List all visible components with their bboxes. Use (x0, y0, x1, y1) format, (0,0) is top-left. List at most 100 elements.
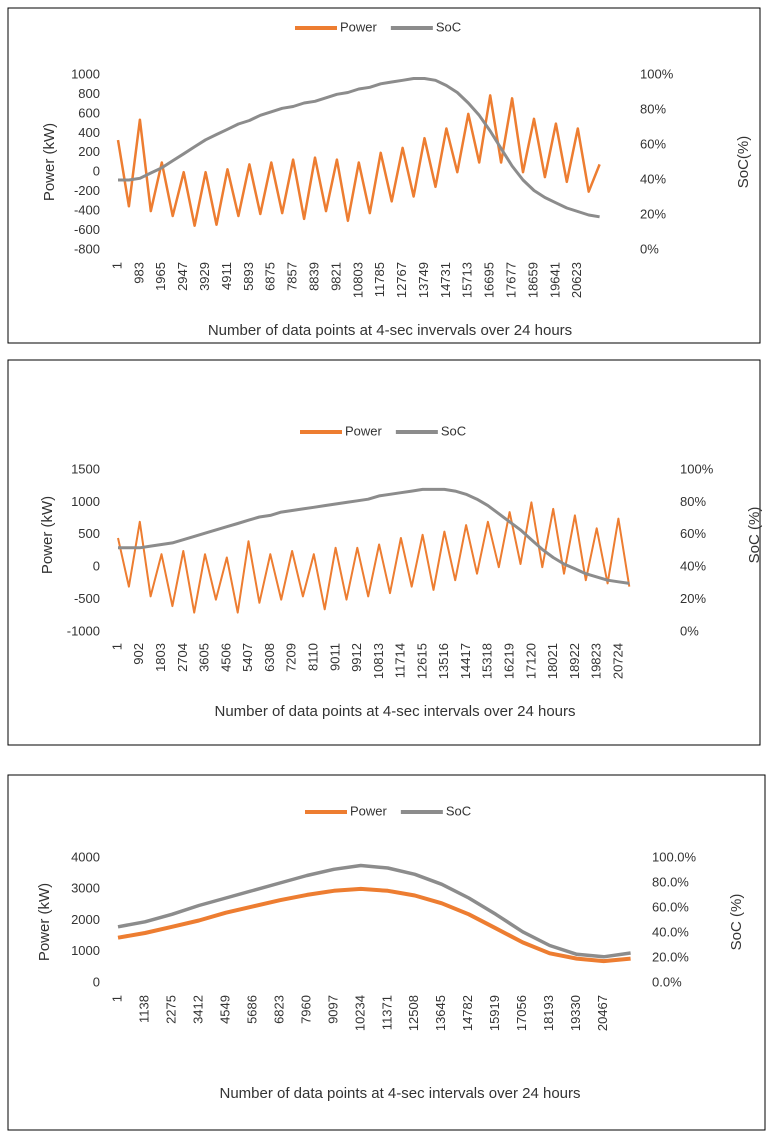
y-tick-label: -600 (74, 222, 100, 237)
y-tick-label: 0 (93, 164, 100, 179)
x-tick-label: 3605 (197, 643, 212, 672)
legend-label: SoC (446, 803, 471, 818)
y-tick-label: 200 (78, 144, 100, 159)
x-tick-label: 11714 (393, 643, 408, 678)
x-axis-title: Number of data points at 4-sec intervals… (219, 1085, 580, 1102)
y-tick-label: 0 (93, 559, 100, 574)
y2-tick-label: 60.0% (652, 899, 689, 914)
series-line (117, 886, 631, 964)
y2-tick-label: 20.0% (652, 949, 689, 964)
x-tick-label: 14731 (438, 262, 453, 298)
x-tick-label: 5893 (241, 262, 256, 291)
y-tick-label: 600 (78, 105, 100, 120)
x-tick-label: 4911 (219, 262, 234, 290)
x-tick-label: 1138 (136, 995, 151, 1023)
legend-label: Power (345, 423, 383, 438)
x-axis-title: Number of data points at 4-sec invervals… (208, 322, 572, 339)
y2-tick-label: 100% (680, 461, 714, 476)
series-line (117, 863, 631, 959)
x-tick-label: 983 (131, 262, 146, 284)
chart-frame (7, 359, 761, 746)
legend-label: SoC (441, 423, 466, 438)
x-tick-label: 13516 (436, 643, 451, 679)
x-tick-label: 16695 (482, 262, 497, 298)
x-tick-label: 10813 (371, 643, 386, 679)
x-tick-label: 1 (109, 643, 124, 650)
x-tick-label: 18021 (545, 643, 560, 679)
y-tick-label: 1000 (71, 494, 100, 509)
x-tick-label: 4549 (217, 995, 232, 1024)
x-tick-label: 9912 (349, 643, 364, 672)
x-tick-label: 17056 (514, 995, 529, 1031)
x-tick-label: 5407 (240, 643, 255, 672)
y-tick-label: 3000 (71, 881, 100, 896)
x-tick-label: 18922 (567, 643, 582, 679)
x-tick-label: 14782 (460, 995, 475, 1031)
x-tick-label: 12615 (414, 643, 429, 679)
y-tick-label: -800 (74, 241, 100, 256)
y2-tick-label: 100.0% (652, 849, 697, 864)
y-tick-label: 2000 (71, 912, 100, 927)
x-tick-label: 20467 (595, 995, 610, 1031)
x-tick-label: 6823 (271, 995, 286, 1024)
y-tick-label: -1000 (67, 623, 100, 638)
x-tick-label: 20623 (569, 262, 584, 298)
x-tick-label: 2275 (163, 995, 178, 1024)
y2-axis-title: SoC(%) (735, 136, 752, 189)
y2-tick-label: 40% (680, 559, 706, 574)
x-tick-label: 9011 (327, 643, 342, 671)
x-axis-title: Number of data points at 4-sec intervals… (214, 703, 575, 720)
x-tick-label: 19330 (568, 995, 583, 1031)
x-tick-label: 11785 (372, 262, 387, 297)
x-tick-label: 5686 (244, 995, 259, 1024)
x-tick-label: 3929 (197, 262, 212, 291)
y-axis-title: Power (kW) (39, 496, 56, 574)
x-tick-label: 13749 (416, 262, 431, 298)
y-tick-label: 1000 (71, 66, 100, 81)
x-tick-label: 12767 (394, 262, 409, 298)
x-tick-label: 11371 (379, 995, 394, 1030)
y2-tick-label: 60% (680, 526, 706, 541)
series-line (118, 77, 600, 219)
x-tick-label: 1 (109, 995, 124, 1002)
y2-tick-label: 0.0% (652, 974, 682, 989)
y-tick-label: 500 (78, 526, 100, 541)
series-line (118, 487, 630, 585)
legend-label: SoC (436, 19, 461, 34)
series-line (116, 94, 601, 227)
y-tick-label: 1000 (71, 943, 100, 958)
x-tick-label: 8839 (306, 262, 321, 291)
x-tick-label: 1803 (153, 643, 168, 672)
x-tick-label: 1965 (153, 262, 168, 291)
x-tick-label: 7209 (284, 643, 299, 672)
x-tick-label: 8110 (305, 643, 320, 671)
y2-tick-label: 80.0% (652, 874, 689, 889)
x-tick-label: 13645 (433, 995, 448, 1031)
x-tick-label: 17677 (504, 262, 519, 298)
x-tick-label: 20724 (610, 643, 625, 679)
y2-tick-label: 20% (680, 591, 706, 606)
x-tick-label: 19823 (589, 643, 604, 679)
x-tick-label: 10803 (350, 262, 365, 298)
y-tick-label: 400 (78, 125, 100, 140)
x-tick-label: 15919 (487, 995, 502, 1031)
y2-axis-title: SoC (%) (746, 507, 763, 564)
y-tick-label: 4000 (71, 849, 100, 864)
x-tick-label: 18659 (525, 262, 540, 298)
chart-frame (7, 774, 766, 1131)
x-tick-label: 2704 (175, 643, 190, 672)
x-tick-label: 18193 (541, 995, 556, 1031)
legend-label: Power (340, 19, 378, 34)
y-tick-label: -500 (74, 591, 100, 606)
x-tick-label: 17120 (523, 643, 538, 679)
y2-tick-label: 60% (640, 136, 666, 151)
legend-label: Power (350, 803, 388, 818)
x-tick-label: 6875 (263, 262, 278, 291)
x-tick-label: 9821 (328, 262, 343, 291)
y2-tick-label: 0% (640, 241, 659, 256)
y2-tick-label: 0% (680, 623, 699, 638)
x-tick-label: 19641 (547, 262, 562, 298)
x-tick-label: 15713 (460, 262, 475, 298)
